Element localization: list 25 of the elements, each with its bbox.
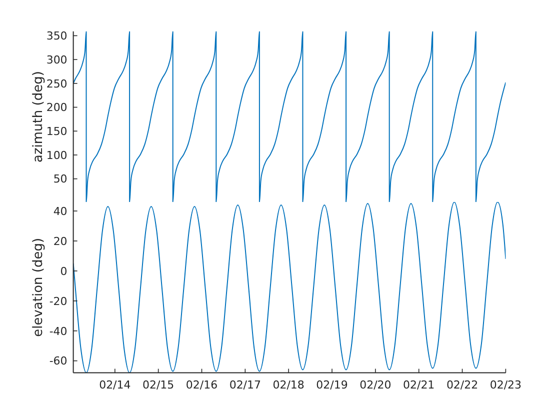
x-tick-label: 02/22: [446, 378, 478, 392]
y-tick-label: 350: [46, 30, 68, 43]
y-tick-label: 150: [46, 125, 68, 138]
x-tick-label: 02/16: [186, 378, 218, 392]
x-tick-label: 02/15: [142, 378, 174, 392]
y-tick-label: -60: [49, 354, 68, 368]
y-tick-label: 0: [60, 265, 68, 278]
x-tick-label: 02/21: [403, 378, 435, 392]
y-tick-label: 50: [53, 172, 68, 186]
y-tick-label: -20: [49, 294, 68, 308]
y-tick-label: 100: [46, 148, 68, 162]
y-tick-label: 200: [46, 101, 68, 114]
x-tick-label: 02/20: [360, 378, 392, 392]
x-tick-label: 02/23: [490, 378, 522, 392]
x-tick-label: 02/17: [229, 378, 262, 392]
x-tick-label: 02/18: [272, 378, 304, 392]
y-tick-label: 250: [46, 77, 68, 90]
y-tick-label: 20: [53, 235, 68, 248]
y-axis-title: azimuth (deg): [30, 71, 46, 163]
x-tick-label: 02/14: [99, 378, 131, 392]
y-tick-label: 300: [46, 53, 68, 66]
y-tick-label: -40: [49, 324, 68, 338]
x-tick-label: 02/19: [316, 378, 348, 392]
y-axis-title: elevation (deg): [30, 238, 46, 338]
y-tick-label: 40: [53, 205, 68, 218]
